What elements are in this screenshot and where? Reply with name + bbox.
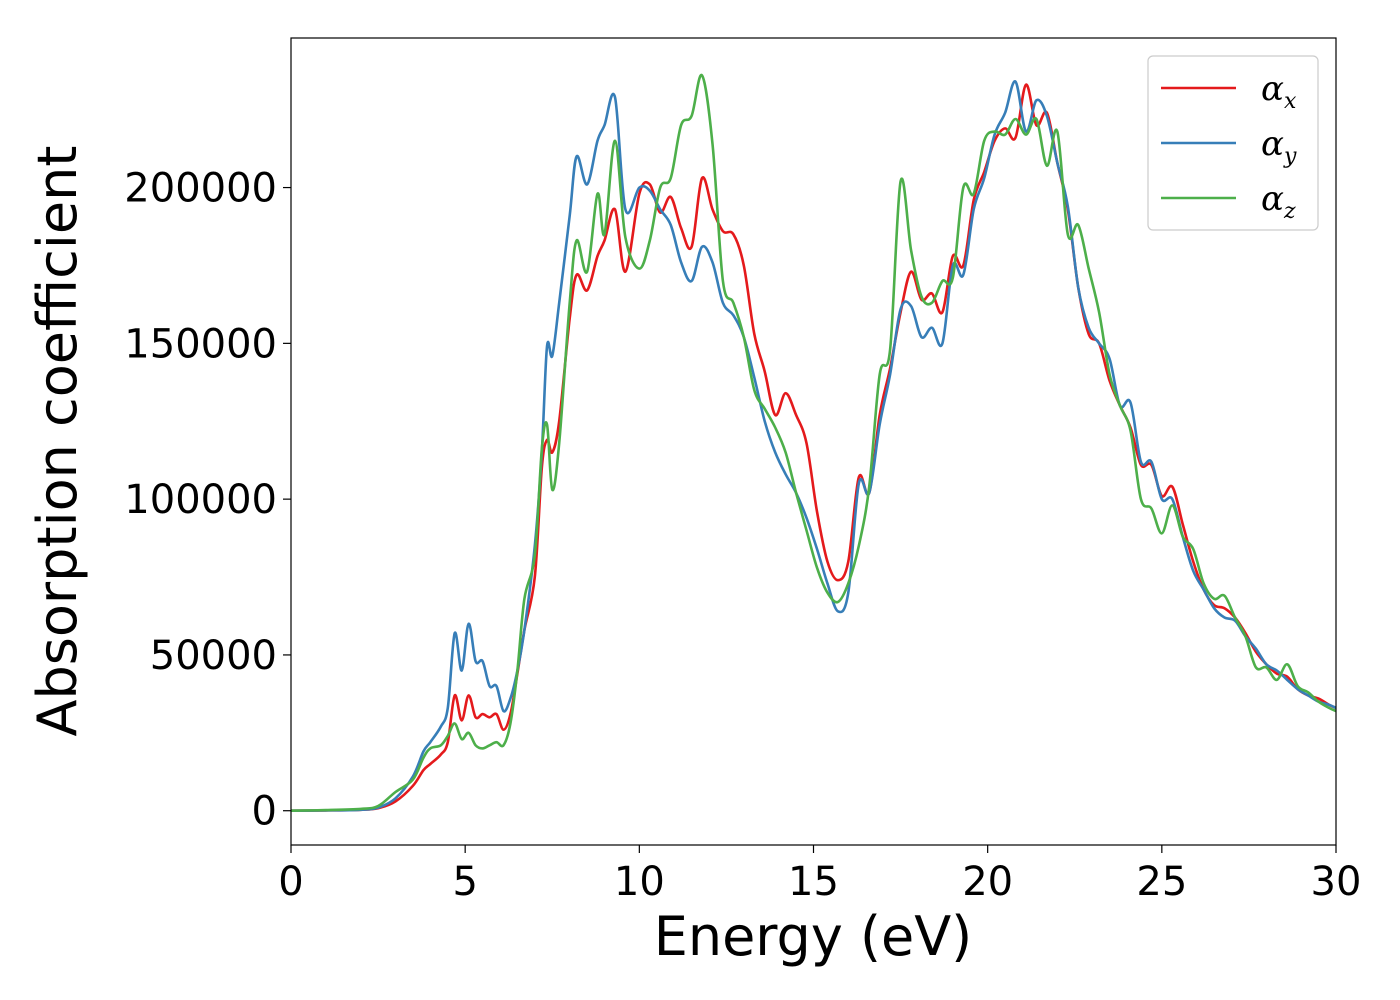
y-tick-label: 0 — [252, 789, 277, 835]
legend-label-x: αx — [1261, 69, 1297, 114]
x-tick-label: 25 — [1136, 859, 1187, 905]
y-axis-label: Absorption coefficient — [26, 146, 89, 737]
x-tick-label: 0 — [278, 859, 303, 905]
series-layer — [291, 74, 1336, 812]
x-tick-label: 5 — [452, 859, 477, 905]
legend: αx αy αz — [1147, 55, 1319, 231]
x-tick-label: 20 — [962, 859, 1013, 905]
y-axis: 0 50000 100000 150000 200000 — [124, 166, 291, 835]
legend-label-y: αy — [1261, 124, 1297, 169]
x-tick-label: 15 — [788, 859, 839, 905]
y-tick-label: 50000 — [150, 633, 277, 679]
x-axis: 0 5 10 15 20 25 30 — [278, 845, 1361, 905]
y-tick-label: 100000 — [124, 477, 277, 523]
y-tick-label: 200000 — [124, 166, 277, 212]
series-line-y — [291, 80, 1336, 812]
x-axis-label: Energy (eV) — [654, 905, 973, 968]
series-line-z — [291, 74, 1336, 812]
x-tick-label: 10 — [614, 859, 665, 905]
x-tick-label: 30 — [1311, 859, 1362, 905]
y-tick-label: 150000 — [124, 321, 277, 367]
legend-label-z: αz — [1261, 179, 1296, 224]
